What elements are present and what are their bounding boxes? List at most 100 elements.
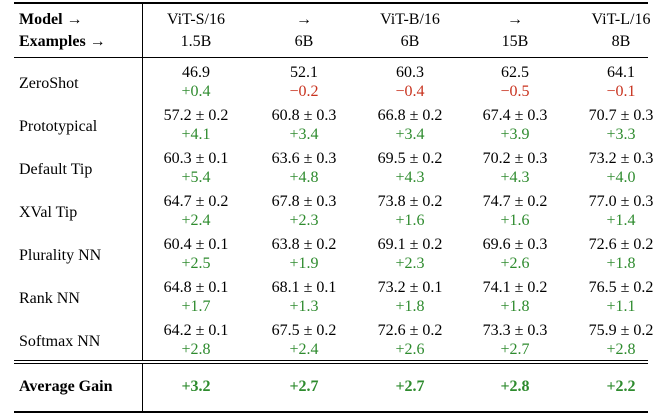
cell-value: 73.2 ± 0.1	[377, 279, 443, 296]
cell-value: 70.7 ± 0.3	[588, 107, 654, 124]
cell-delta: +1.8	[395, 298, 425, 315]
row-label: Rank NN	[19, 290, 80, 307]
cell-value: 74.1 ± 0.2	[482, 279, 548, 296]
column-model-header: ViT-B/16	[380, 11, 440, 28]
cell-delta: +2.8	[606, 341, 636, 358]
column-examples-header: 15B	[501, 33, 529, 50]
cell-value: 69.6 ± 0.3	[482, 236, 548, 253]
cell-value: 73.2 ± 0.3	[588, 150, 654, 167]
cell-delta: +3.9	[500, 126, 530, 143]
cell-delta: +1.9	[289, 255, 319, 272]
model-header-label: Model →	[19, 11, 83, 28]
cell-value: 52.1	[290, 64, 318, 81]
cell-delta: +1.8	[500, 298, 530, 315]
average-column-divider	[142, 364, 143, 411]
cell-value: 75.9 ± 0.2	[588, 322, 654, 339]
cell-value: 64.8 ± 0.1	[163, 279, 229, 296]
cell-value: 62.5	[501, 64, 529, 81]
cell-delta: +4.3	[395, 169, 425, 186]
cell-delta: +1.7	[181, 298, 211, 315]
cell-delta: +2.3	[289, 212, 319, 229]
average-gain-value: +2.7	[289, 378, 319, 395]
cell-delta: +4.1	[181, 126, 211, 143]
cell-delta: +2.5	[181, 255, 211, 272]
average-gain-value: +3.2	[181, 378, 211, 395]
cell-delta: +3.4	[395, 126, 425, 143]
cell-delta: +4.8	[289, 169, 319, 186]
cell-delta: +2.3	[395, 255, 425, 272]
cell-value: 60.3 ± 0.1	[163, 150, 229, 167]
cell-delta: +2.4	[289, 341, 319, 358]
cell-value: 57.2 ± 0.2	[163, 107, 229, 124]
column-examples-header: 8B	[611, 33, 631, 50]
cell-value: 64.1	[607, 64, 635, 81]
column-model-header: →	[507, 11, 523, 28]
cell-value: 77.0 ± 0.3	[588, 193, 654, 210]
column-model-header: →	[296, 11, 312, 28]
cell-value: 73.3 ± 0.3	[482, 322, 548, 339]
cell-value: 67.4 ± 0.3	[482, 107, 548, 124]
cell-value: 72.6 ± 0.2	[588, 236, 654, 253]
cell-delta: +2.4	[181, 212, 211, 229]
cell-delta: +1.4	[606, 212, 636, 229]
header-rule	[14, 57, 648, 58]
average-gain-value: +2.8	[500, 378, 530, 395]
cell-delta: +3.4	[289, 126, 319, 143]
cell-value: 64.2 ± 0.1	[163, 322, 229, 339]
row-label: Default Tip	[19, 161, 93, 178]
column-examples-header: 1.5B	[180, 33, 212, 50]
header-column-divider	[142, 2, 143, 57]
row-label: XVal Tip	[19, 204, 78, 221]
cell-delta: +1.6	[500, 212, 530, 229]
cell-value: 60.4 ± 0.1	[163, 236, 229, 253]
row-label: Softmax NN	[19, 333, 101, 350]
cell-delta: +0.4	[181, 83, 211, 100]
cell-delta: −0.5	[500, 83, 530, 100]
cell-delta: +2.7	[500, 341, 530, 358]
top-rule	[14, 2, 648, 4]
row-label: ZeroShot	[19, 75, 79, 92]
cell-value: 60.8 ± 0.3	[271, 107, 337, 124]
row-label: Plurality NN	[19, 247, 102, 264]
cell-delta: +4.3	[500, 169, 530, 186]
average-rule-upper	[14, 360, 648, 361]
examples-header-label: Examples →	[19, 33, 106, 50]
average-gain-label: Average Gain	[19, 378, 113, 395]
cell-delta: −0.4	[395, 83, 425, 100]
average-gain-value: +2.2	[606, 378, 636, 395]
cell-value: 69.5 ± 0.2	[377, 150, 443, 167]
column-model-header: ViT-L/16	[591, 11, 651, 28]
column-examples-header: 6B	[294, 33, 314, 50]
cell-delta: +1.3	[289, 298, 319, 315]
cell-value: 63.6 ± 0.3	[271, 150, 337, 167]
cell-value: 68.1 ± 0.1	[271, 279, 337, 296]
average-rule-lower	[14, 362, 648, 364]
cell-delta: +1.6	[395, 212, 425, 229]
cell-delta: +2.6	[395, 341, 425, 358]
cell-value: 73.8 ± 0.2	[377, 193, 443, 210]
cell-value: 46.9	[182, 64, 210, 81]
cell-delta: +3.3	[606, 126, 636, 143]
row-label: Prototypical	[19, 118, 98, 135]
cell-value: 67.5 ± 0.2	[271, 322, 337, 339]
cell-value: 70.2 ± 0.3	[482, 150, 548, 167]
column-examples-header: 6B	[400, 33, 420, 50]
cell-value: 76.5 ± 0.2	[588, 279, 654, 296]
cell-delta: −0.1	[606, 83, 636, 100]
cell-value: 74.7 ± 0.2	[482, 193, 548, 210]
cell-value: 69.1 ± 0.2	[377, 236, 443, 253]
body-column-divider	[142, 58, 143, 360]
cell-value: 67.8 ± 0.3	[271, 193, 337, 210]
cell-value: 60.3	[396, 64, 424, 81]
cell-value: 66.8 ± 0.2	[377, 107, 443, 124]
cell-value: 64.7 ± 0.2	[163, 193, 229, 210]
cell-value: 63.8 ± 0.2	[271, 236, 337, 253]
cell-delta: +1.1	[606, 298, 636, 315]
bottom-rule	[14, 411, 648, 413]
cell-value: 72.6 ± 0.2	[377, 322, 443, 339]
cell-delta: +5.4	[181, 169, 211, 186]
cell-delta: +2.8	[181, 341, 211, 358]
cell-delta: +1.8	[606, 255, 636, 272]
average-gain-value: +2.7	[395, 378, 425, 395]
